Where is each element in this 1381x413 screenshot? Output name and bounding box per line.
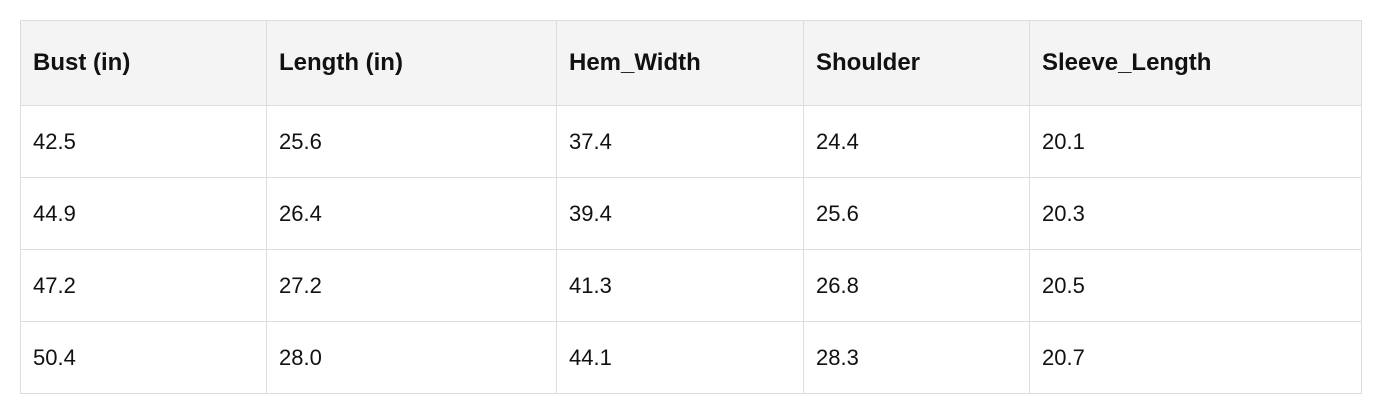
- table-cell: 41.3: [556, 249, 804, 322]
- header-cell: Sleeve_Length: [1029, 20, 1362, 106]
- table-row: 50.4 28.0 44.1 28.3 20.7: [20, 321, 1362, 394]
- header-row: Bust (in) Length (in) Hem_Width Shoulder Sle…: [20, 20, 1362, 106]
- table-cell: 42.5: [20, 105, 267, 178]
- table-cell: 26.4: [266, 177, 557, 250]
- table-row: 42.5 25.6 37.4 24.4 20.1: [20, 105, 1362, 178]
- table-cell: 47.2: [20, 249, 267, 322]
- table-cell: 37.4: [556, 105, 804, 178]
- table-body: 42.5 25.6 37.4 24.4 20.1 44.9 26.4 39.4 25.6 20.3…: [20, 105, 1362, 394]
- table-cell: 26.8: [803, 249, 1030, 322]
- table-cell: 27.2: [266, 249, 557, 322]
- header-cell: Length (in): [266, 20, 557, 106]
- table-cell: 44.1: [556, 321, 804, 394]
- table-cell: 20.1: [1029, 105, 1362, 178]
- table-cell: 50.4: [20, 321, 267, 394]
- table-cell: 24.4: [803, 105, 1030, 178]
- table-row: 47.2 27.2 41.3 26.8 20.5: [20, 249, 1362, 322]
- table-head: Bust (in) Length (in) Hem_Width Shoulder Sle…: [20, 20, 1362, 106]
- header-cell: Shoulder: [803, 20, 1030, 106]
- table-cell: 25.6: [266, 105, 557, 178]
- table-cell: 28.0: [266, 321, 557, 394]
- table-cell: 28.3: [803, 321, 1030, 394]
- table-cell: 25.6: [803, 177, 1030, 250]
- table-cell: 39.4: [556, 177, 804, 250]
- table-cell: 44.9: [20, 177, 267, 250]
- table-cell: 20.3: [1029, 177, 1362, 250]
- header-cell: Bust (in): [20, 20, 267, 106]
- size-table: Bust (in) Length (in) Hem_Width Shoulder Sle…: [20, 20, 1362, 394]
- header-cell: Hem_Width: [556, 20, 804, 106]
- table-row: 44.9 26.4 39.4 25.6 20.3: [20, 177, 1362, 250]
- table-cell: 20.7: [1029, 321, 1362, 394]
- table-cell: 20.5: [1029, 249, 1362, 322]
